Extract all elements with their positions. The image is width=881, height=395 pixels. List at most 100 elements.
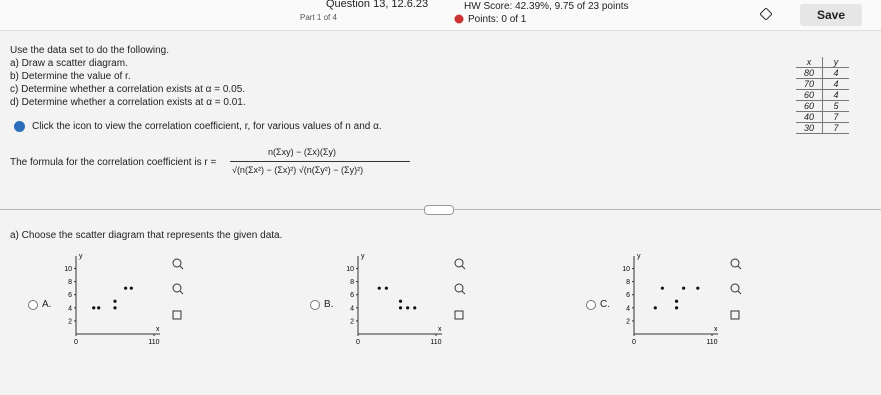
table-row: 30 7	[796, 122, 849, 134]
item: b) Determine the value of r.	[10, 71, 131, 82]
popout-icon[interactable]	[454, 309, 465, 320]
y-axis-label: y	[361, 253, 365, 260]
data-point	[653, 306, 657, 310]
x-tick-label: 110	[706, 339, 717, 346]
help-text[interactable]: Click the icon to view the correlation c…	[32, 121, 382, 132]
y-tick-label: 4	[68, 305, 72, 312]
zoom-lens	[454, 283, 464, 293]
y-tick-label: 8	[626, 279, 630, 286]
x-axis-label: x	[156, 326, 160, 333]
zoom-handle	[179, 265, 184, 270]
y-tick-label: 2	[68, 318, 72, 325]
data-point	[97, 306, 101, 310]
radio-button[interactable]	[586, 300, 596, 310]
table-row: 70 4	[796, 78, 849, 90]
cell: 7	[822, 122, 849, 134]
zoom-icon[interactable]	[172, 283, 184, 295]
cell: 5	[822, 100, 849, 112]
cell: 70	[796, 78, 823, 90]
y-tick-label: 6	[350, 292, 354, 299]
option-label[interactable]: C.	[600, 299, 610, 310]
option-label[interactable]: A.	[42, 299, 52, 310]
y-tick-label: 10	[64, 266, 72, 273]
item: d) Determine whether a correlation exist…	[10, 97, 246, 108]
scatter-plot: y x 10 8 6 4 2 0 110	[622, 253, 718, 346]
data-point	[413, 306, 417, 310]
intro: Use the data set to do the following.	[10, 45, 169, 56]
x-axis-label: x	[714, 326, 718, 333]
formula-lead: The formula for the correlation coeffici…	[10, 157, 217, 168]
data-table: x y 80 4 70 4 60 4 60 5 40 7 30 7	[796, 57, 849, 134]
header-cell: x	[796, 57, 823, 68]
x-tick-label: 110	[148, 339, 159, 346]
data-point	[674, 299, 679, 303]
cell: 4	[822, 89, 849, 101]
zoom-handle	[179, 290, 184, 295]
data-point	[406, 306, 410, 310]
y-axis-label: y	[637, 253, 641, 260]
zoom-handle	[461, 290, 466, 295]
item: c) Determine whether a correlation exist…	[10, 84, 246, 95]
y-tick-label: 2	[350, 318, 354, 325]
zoom-icon[interactable]	[730, 258, 742, 270]
zoom-icon[interactable]	[730, 283, 742, 295]
score-icon[interactable]	[760, 8, 772, 20]
data-point	[113, 299, 117, 303]
data-point	[92, 306, 96, 310]
cell: 30	[796, 122, 823, 134]
x-tick-label: 0	[356, 339, 360, 346]
part: Part 1 of 4	[300, 13, 337, 22]
radio-button[interactable]	[310, 300, 320, 310]
zoom-icon[interactable]	[172, 258, 184, 270]
top-bar: Question 13, 12.6.23 Part 1 of 4 HW Scor…	[0, 0, 881, 31]
popout-icon[interactable]	[172, 309, 183, 320]
table-row: 60 4	[796, 89, 849, 101]
cell: 80	[796, 67, 823, 79]
zoom-lens	[172, 283, 182, 293]
data-point	[696, 286, 700, 290]
cell: 60	[796, 89, 823, 101]
expand-button[interactable]	[424, 205, 454, 215]
x-tick-label: 0	[74, 339, 78, 346]
points-icon	[454, 14, 464, 24]
zoom-handle	[461, 265, 466, 270]
y-tick-label: 10	[346, 266, 354, 273]
y-tick-label: 8	[350, 279, 354, 286]
data-point	[398, 306, 403, 310]
zoom-lens	[454, 258, 464, 268]
data-point	[384, 286, 388, 290]
y-tick-label: 4	[350, 305, 354, 312]
x-axis-label: x	[438, 326, 442, 333]
formula-denominator: √(n(Σx²) − (Σx)²) √(n(Σy²) − (Σy)²)	[232, 165, 364, 175]
popout-box	[172, 310, 182, 320]
y-tick-label: 10	[622, 266, 630, 273]
zoom-icon[interactable]	[454, 283, 466, 295]
scatter-plot: y x 10 8 6 4 2 0 110	[346, 253, 442, 346]
data-point	[674, 306, 679, 310]
popout-icon[interactable]	[730, 309, 741, 320]
radio-button[interactable]	[28, 300, 38, 310]
data-point	[660, 286, 664, 290]
zoom-icon[interactable]	[454, 258, 466, 270]
points: Points: 0 of 1	[468, 14, 527, 25]
option-label[interactable]: B.	[324, 299, 334, 310]
y-tick-label: 4	[626, 305, 630, 312]
y-tick-label: 6	[68, 292, 72, 299]
y-tick-label: 6	[626, 292, 630, 299]
formula-numerator: n(Σxy) − (Σx)(Σy)	[268, 147, 336, 157]
data-point	[124, 286, 128, 290]
table-row: 40 7	[796, 111, 849, 123]
data-point	[377, 286, 381, 290]
data-point	[129, 286, 133, 290]
item: a) Draw a scatter diagram.	[10, 58, 128, 69]
y-tick-label: 8	[68, 279, 72, 286]
table-row: 80 4	[796, 67, 849, 79]
popout-box	[730, 310, 740, 320]
y-tick-label: 2	[626, 318, 630, 325]
popout-box	[454, 310, 464, 320]
data-point	[398, 299, 403, 303]
info-icon[interactable]	[14, 121, 25, 132]
save-button[interactable]: Save	[800, 4, 862, 26]
